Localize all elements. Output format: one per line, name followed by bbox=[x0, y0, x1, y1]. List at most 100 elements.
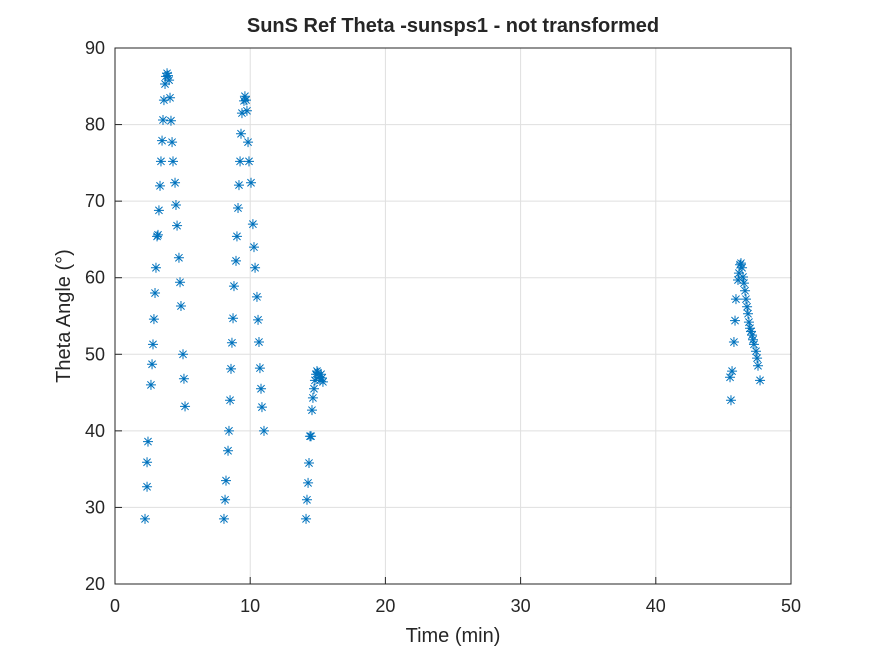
marker bbox=[309, 375, 320, 386]
marker bbox=[725, 372, 736, 383]
marker bbox=[251, 291, 262, 302]
marker bbox=[747, 330, 758, 341]
marker bbox=[231, 231, 242, 242]
marker bbox=[738, 278, 749, 289]
marker bbox=[314, 372, 325, 383]
plot-frame bbox=[114, 47, 792, 585]
marker bbox=[755, 375, 766, 386]
marker bbox=[304, 458, 315, 469]
marker bbox=[225, 395, 236, 406]
y-tick-label: 80 bbox=[85, 115, 105, 135]
marker bbox=[142, 481, 153, 492]
marker bbox=[236, 108, 247, 119]
marker bbox=[745, 326, 756, 337]
marker bbox=[175, 301, 186, 312]
marker bbox=[165, 92, 176, 103]
y-tick-label: 20 bbox=[85, 574, 105, 594]
y-tick-label: 60 bbox=[85, 268, 105, 288]
marker bbox=[155, 156, 166, 167]
marker bbox=[743, 308, 754, 319]
marker bbox=[218, 513, 229, 524]
marker bbox=[147, 359, 158, 370]
marker bbox=[250, 262, 261, 273]
marker bbox=[142, 457, 153, 468]
marker bbox=[150, 262, 161, 273]
marker bbox=[258, 425, 269, 436]
marker bbox=[733, 275, 744, 286]
marker bbox=[247, 219, 258, 230]
marker bbox=[175, 277, 186, 288]
marker bbox=[157, 135, 168, 146]
marker bbox=[312, 367, 323, 378]
marker bbox=[170, 199, 181, 210]
marker bbox=[142, 436, 153, 447]
marker bbox=[145, 379, 156, 390]
marker bbox=[226, 363, 237, 374]
marker bbox=[753, 360, 764, 371]
y-tick-label: 50 bbox=[85, 344, 105, 364]
marker bbox=[162, 70, 173, 81]
marker bbox=[160, 71, 171, 82]
marker bbox=[172, 220, 183, 231]
marker bbox=[254, 363, 265, 374]
marker bbox=[153, 205, 164, 216]
marker bbox=[748, 334, 759, 345]
marker bbox=[173, 252, 184, 263]
marker bbox=[243, 137, 254, 148]
marker bbox=[730, 294, 741, 305]
marker bbox=[178, 373, 189, 384]
marker bbox=[165, 115, 176, 126]
marker bbox=[243, 156, 254, 167]
x-tick-label: 40 bbox=[646, 596, 666, 616]
y-tick-label: 40 bbox=[85, 421, 105, 441]
marker bbox=[231, 255, 242, 266]
marker bbox=[164, 75, 175, 86]
marker bbox=[750, 346, 761, 357]
marker bbox=[740, 285, 751, 296]
marker bbox=[735, 258, 746, 269]
chart-title: SunS Ref Theta -sunsps1 - not transforme… bbox=[247, 15, 659, 37]
marker bbox=[725, 395, 736, 406]
marker bbox=[226, 337, 237, 348]
marker bbox=[316, 369, 327, 380]
marker bbox=[307, 392, 318, 403]
x-tick-label: 10 bbox=[240, 596, 260, 616]
marker bbox=[235, 156, 246, 167]
marker bbox=[241, 95, 252, 106]
marker bbox=[740, 294, 751, 305]
marker bbox=[256, 402, 267, 413]
marker bbox=[140, 513, 151, 524]
marker bbox=[180, 401, 191, 412]
marker bbox=[162, 68, 173, 79]
marker bbox=[157, 114, 168, 125]
marker bbox=[220, 494, 231, 505]
x-axis-label: Time (min) bbox=[406, 625, 501, 647]
marker bbox=[160, 78, 171, 89]
marker bbox=[303, 477, 314, 488]
marker bbox=[158, 95, 169, 106]
marker bbox=[317, 376, 328, 387]
marker bbox=[253, 314, 264, 325]
marker bbox=[168, 156, 179, 167]
marker bbox=[150, 288, 161, 299]
marker bbox=[748, 339, 759, 350]
marker bbox=[733, 268, 744, 279]
marker bbox=[743, 317, 754, 328]
marker bbox=[178, 349, 189, 360]
marker bbox=[301, 513, 312, 524]
marker bbox=[155, 180, 166, 191]
marker bbox=[256, 383, 267, 394]
marker bbox=[170, 177, 181, 188]
marker bbox=[306, 431, 317, 442]
y-tick-label: 70 bbox=[85, 191, 105, 211]
marker bbox=[228, 281, 239, 292]
marker bbox=[745, 323, 756, 334]
x-tick-label: 20 bbox=[375, 596, 395, 616]
marker bbox=[301, 494, 312, 505]
plot-area bbox=[115, 48, 791, 584]
marker bbox=[742, 301, 753, 312]
marker bbox=[239, 91, 250, 102]
marker bbox=[148, 314, 159, 325]
marker bbox=[233, 203, 244, 214]
